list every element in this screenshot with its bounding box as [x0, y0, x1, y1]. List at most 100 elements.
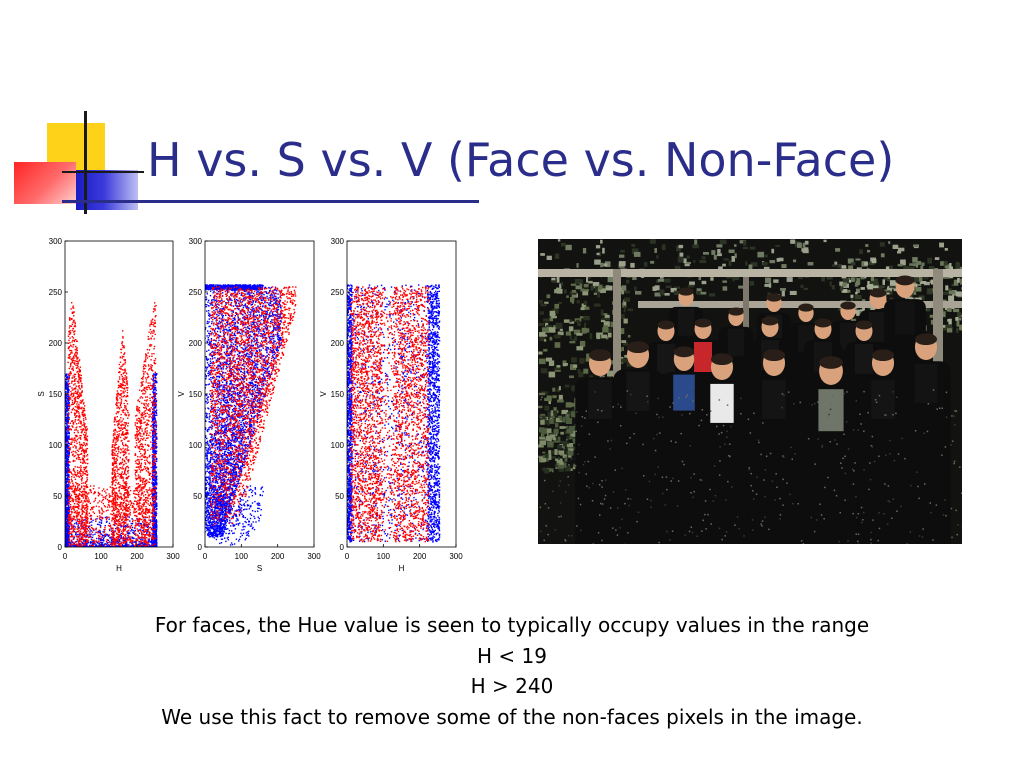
scatter-point — [82, 505, 84, 507]
scatter-point — [140, 518, 143, 521]
scatter-point — [65, 380, 67, 383]
scatter-point — [113, 544, 115, 547]
scatter-point — [153, 493, 155, 496]
scatter-point — [65, 413, 67, 415]
scatter-point — [131, 526, 134, 529]
scatter-point — [78, 498, 80, 501]
scatter-point — [66, 454, 68, 457]
scatter-point — [104, 535, 107, 537]
scatter-point — [67, 491, 69, 493]
scatter-point — [79, 374, 81, 376]
scatter-point — [109, 529, 111, 532]
scatter-point — [80, 435, 82, 437]
scatter-point — [116, 447, 119, 449]
scatter-point — [120, 392, 123, 395]
scatter-point — [71, 401, 74, 404]
scatter-point — [155, 403, 157, 405]
scatter-point — [150, 448, 152, 450]
scatter-point — [149, 397, 151, 399]
scatter-point — [65, 502, 67, 504]
scatter-point — [139, 397, 141, 399]
scatter-point — [101, 508, 103, 510]
scatter-point — [85, 516, 87, 518]
scatter-point — [75, 522, 78, 524]
scatter-point — [67, 537, 70, 539]
scatter-point — [69, 471, 71, 473]
scatter-point — [150, 331, 153, 333]
scatter-point — [65, 509, 67, 512]
scatter-point — [67, 490, 69, 492]
scatter-point — [146, 532, 148, 534]
scatter-point — [135, 541, 137, 543]
scatter-point — [140, 419, 142, 421]
scatter-point — [80, 534, 83, 536]
scatter-point — [151, 516, 153, 518]
scatter-point — [100, 525, 102, 527]
scatter-point — [124, 390, 126, 392]
scatter-point — [97, 542, 99, 544]
scatter-point — [134, 493, 136, 495]
scatter-point — [138, 504, 140, 506]
scatter-point — [125, 372, 127, 374]
scatter-point — [155, 393, 158, 395]
scatter-point — [82, 449, 85, 451]
scatter-point — [132, 506, 134, 508]
scatter-point — [148, 445, 150, 447]
scatter-point — [124, 436, 126, 438]
scatter-point — [149, 461, 151, 464]
scatter-point — [121, 410, 123, 412]
scatter-point — [154, 302, 156, 304]
scatter-point — [66, 539, 68, 541]
scatter-point — [73, 527, 75, 530]
scatter-point — [123, 346, 125, 348]
scatter-point — [86, 535, 88, 537]
scatter-point — [155, 428, 157, 431]
scatter-point — [146, 355, 148, 357]
scatter-point — [67, 374, 70, 376]
scatter-point — [129, 525, 131, 527]
scatter-point — [84, 540, 86, 542]
scatter-point — [86, 534, 88, 536]
scatter-point — [144, 360, 147, 363]
scatter-point — [152, 436, 155, 439]
scatter-point — [85, 513, 88, 515]
scatter-point — [104, 516, 107, 519]
scatter-point — [126, 410, 129, 412]
decor-horizontal-line — [62, 171, 144, 173]
scatter-point — [77, 455, 80, 457]
scatter-point — [75, 396, 77, 398]
scatter-point — [151, 539, 153, 542]
scatter-point — [153, 402, 155, 404]
scatter-point — [155, 424, 158, 426]
scatter-point — [152, 461, 154, 463]
scatter-point — [68, 406, 70, 408]
scatter-point — [155, 487, 158, 490]
scatter-point — [67, 381, 69, 383]
scatter-point — [140, 377, 143, 380]
scatter-point — [65, 386, 67, 388]
scatter-point — [142, 378, 144, 380]
scatter-point — [73, 311, 75, 313]
scatter-point — [128, 475, 130, 477]
scatter-point — [118, 445, 120, 448]
scatter-point — [114, 462, 116, 465]
scatter-point — [138, 525, 140, 527]
scatter-point — [144, 415, 146, 418]
scatter-point — [149, 343, 151, 346]
scatter-point — [138, 505, 140, 507]
scatter-point — [151, 412, 153, 415]
scatter-point — [67, 446, 69, 448]
scatter-point — [120, 449, 123, 451]
scatter-point — [91, 541, 94, 543]
scatter-point — [80, 401, 83, 403]
scatter-point — [75, 514, 78, 517]
scatter-point — [156, 458, 158, 460]
scatter-point — [155, 473, 157, 475]
scatter-point — [106, 533, 109, 536]
scatter-point — [81, 542, 84, 545]
scatter-point — [136, 503, 138, 505]
scatter-point — [94, 518, 97, 520]
scatter-point — [111, 544, 113, 546]
scatter-point — [147, 467, 150, 469]
scatter-point — [151, 443, 154, 446]
